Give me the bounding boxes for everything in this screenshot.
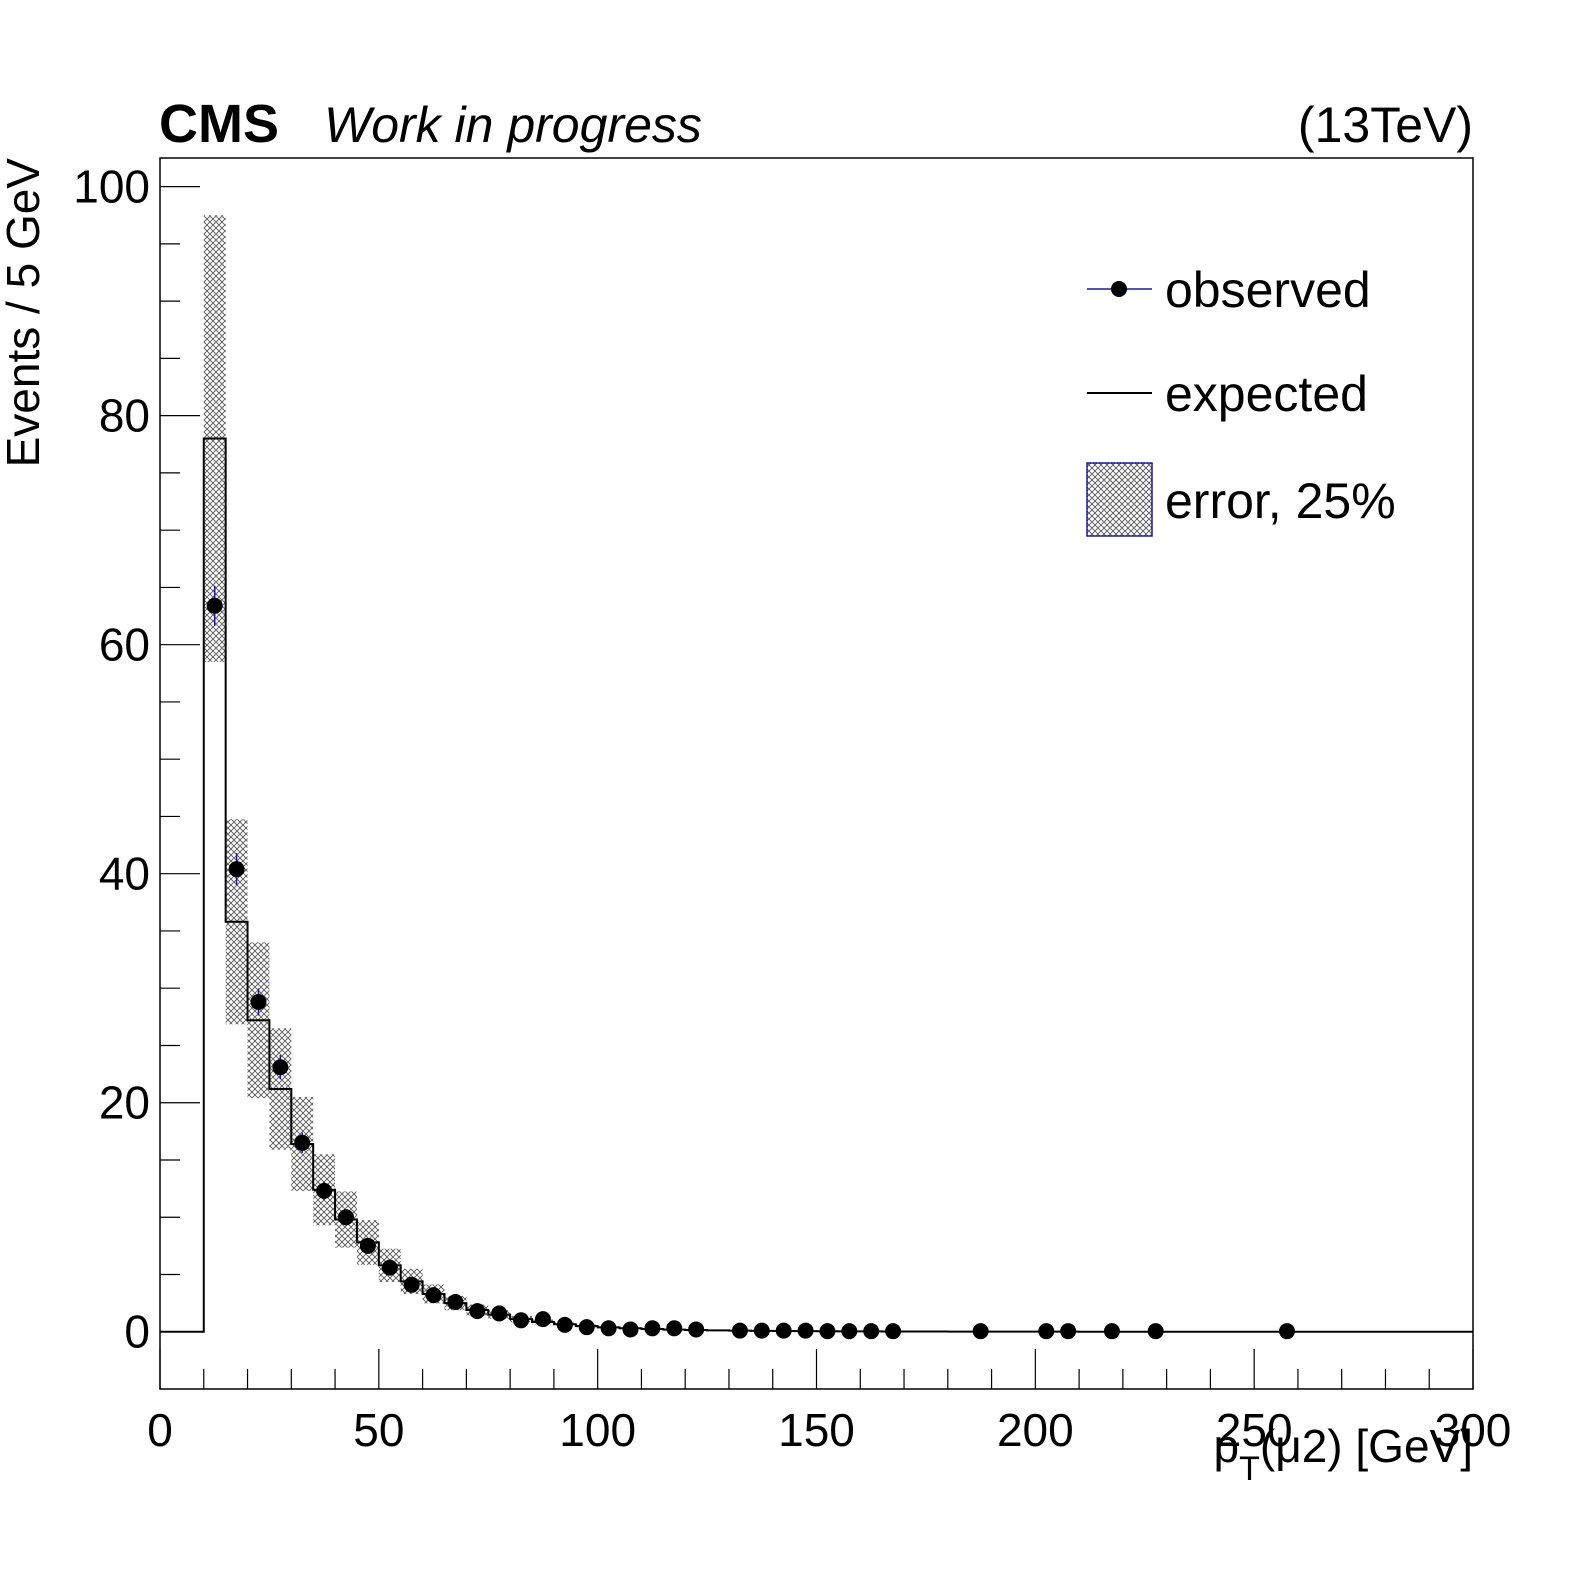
- observed-point: [600, 1320, 617, 1337]
- observed-point: [447, 1293, 464, 1310]
- observed-point: [688, 1321, 705, 1338]
- status-label: Work in progress: [324, 97, 702, 153]
- legend: observed expected error, 25%: [1086, 262, 1396, 537]
- observed-point: [666, 1320, 683, 1337]
- observed-point: [491, 1305, 508, 1322]
- observed-point: [534, 1311, 551, 1328]
- x-tick-label: 100: [559, 1404, 636, 1456]
- observed-point: [338, 1209, 355, 1226]
- observed-point: [250, 993, 267, 1010]
- observed-point: [841, 1323, 858, 1340]
- x-axis-title: pT(μ2) [GeV]: [1214, 1420, 1473, 1488]
- observed-point: [513, 1312, 530, 1329]
- y-tick-label: 60: [99, 619, 150, 671]
- legend-observed-marker: [1111, 281, 1127, 297]
- observed-point: [294, 1134, 311, 1151]
- observed-point: [425, 1287, 442, 1304]
- observed-point: [863, 1323, 880, 1340]
- x-axis: 0 50 100 150 200 250 300: [147, 1349, 1511, 1456]
- x-tick-label: 200: [997, 1404, 1074, 1456]
- observed-point: [1038, 1323, 1055, 1340]
- observed-point: [753, 1322, 770, 1339]
- observed-point: [403, 1276, 420, 1293]
- observed-point: [556, 1316, 573, 1333]
- y-axis: 0 20 40 60 80 100: [73, 161, 200, 1358]
- observed-point: [1278, 1323, 1295, 1340]
- observed-point: [885, 1323, 902, 1340]
- observed-point: [1147, 1323, 1164, 1340]
- legend-error-swatch: [1086, 462, 1153, 537]
- y-tick-label: 40: [99, 848, 150, 900]
- legend-observed-label: observed: [1165, 262, 1371, 318]
- y-axis-title: Events / 5 GeV: [0, 158, 49, 468]
- legend-expected-label: expected: [1165, 366, 1368, 422]
- observed-point: [359, 1237, 376, 1254]
- observed-point: [1060, 1323, 1077, 1340]
- x-tick-label: 250: [1216, 1404, 1293, 1456]
- x-tick-label: 50: [353, 1404, 404, 1456]
- observed-point: [622, 1321, 639, 1338]
- x-tick-label: 300: [1435, 1404, 1512, 1456]
- observed-point: [578, 1319, 595, 1336]
- observed-point: [775, 1322, 792, 1339]
- experiment-label: CMS: [159, 94, 279, 154]
- observed-point: [731, 1322, 748, 1339]
- y-tick-label: 100: [73, 161, 150, 213]
- error-band: [203, 215, 1080, 1333]
- observed-point: [228, 861, 245, 878]
- observed-point: [206, 597, 223, 614]
- observed-point: [819, 1323, 836, 1340]
- observed-point: [1103, 1323, 1120, 1340]
- observed-point: [797, 1322, 814, 1339]
- energy-label: (13TeV): [1298, 97, 1473, 153]
- observed-point: [972, 1323, 989, 1340]
- observed-point: [469, 1303, 486, 1320]
- x-tick-label: 0: [147, 1404, 173, 1456]
- x-tick-label: 150: [778, 1404, 855, 1456]
- y-tick-label: 20: [99, 1077, 150, 1129]
- y-tick-label: 80: [99, 390, 150, 442]
- observed-points: [206, 585, 1295, 1340]
- observed-point: [644, 1320, 661, 1337]
- legend-error-label: error, 25%: [1165, 473, 1396, 529]
- observed-point: [272, 1059, 289, 1076]
- observed-point: [381, 1259, 398, 1276]
- y-tick-label: 0: [124, 1306, 150, 1358]
- observed-point: [316, 1182, 333, 1199]
